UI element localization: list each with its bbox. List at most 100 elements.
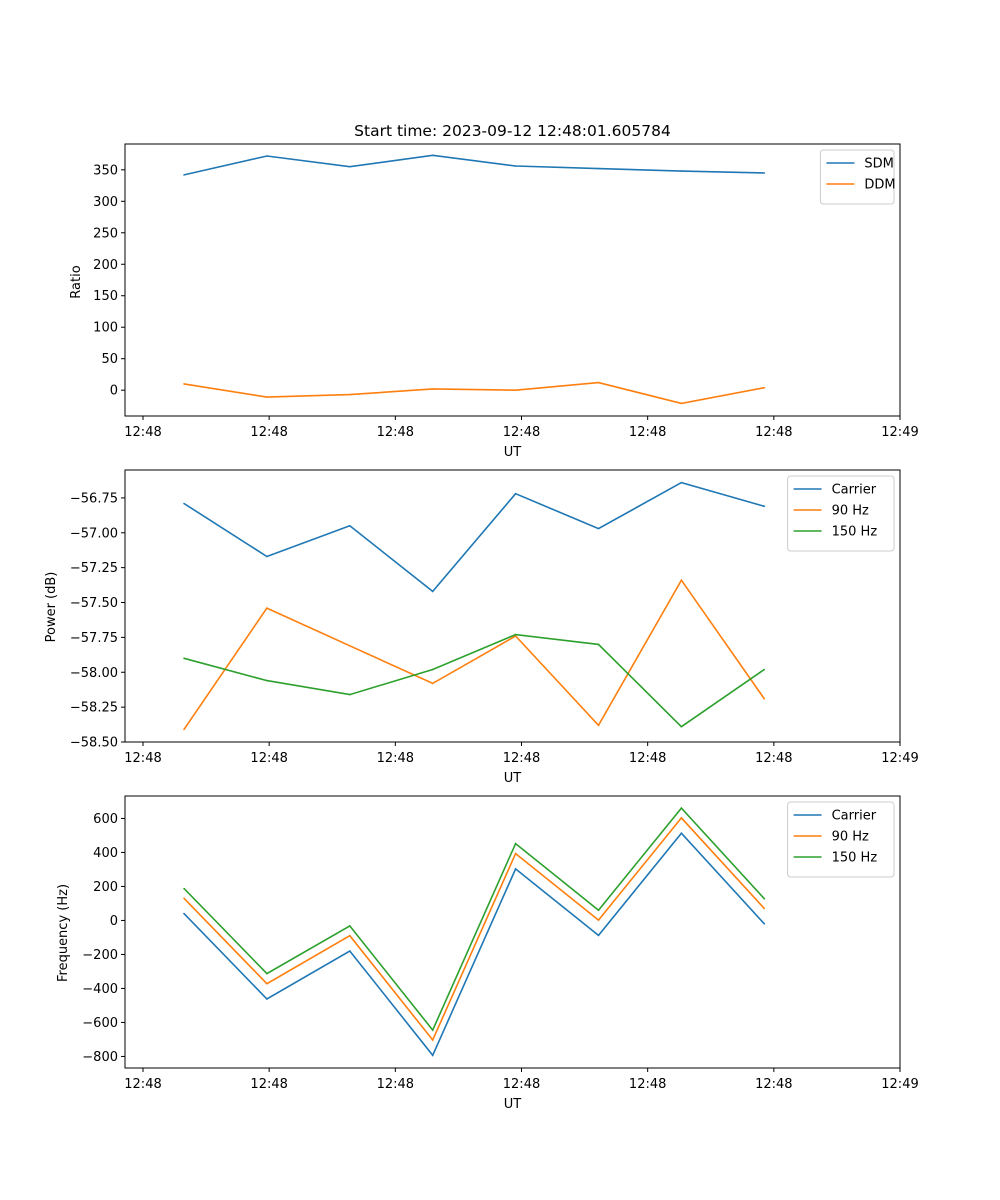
frequency-data-point — [266, 972, 268, 975]
frequency-data-point — [763, 923, 766, 925]
frequency-data-point — [431, 1054, 434, 1057]
power-data-point — [597, 643, 600, 646]
power-data-point — [514, 492, 517, 495]
ratio-data-point — [597, 381, 600, 384]
ratio-ytick-label: 150 — [93, 289, 118, 304]
power-series-line-carrier — [183, 481, 765, 593]
ratio-data-point — [763, 386, 766, 389]
power-series-line-150-hz — [183, 633, 765, 728]
ratio-ytick-label: 50 — [101, 352, 118, 367]
ratio-data-point — [514, 165, 517, 167]
ratio-legend-label: SDM — [864, 157, 893, 172]
ratio-data-point — [680, 170, 683, 172]
frequency-xtick-label: 12:48 — [124, 1077, 161, 1092]
power-data-point — [349, 693, 351, 696]
ratio-data-point — [183, 383, 185, 385]
ratio-data-point — [680, 402, 683, 405]
frequency-panel: Frequency (Hz) UT 12:48 12:48 12:48 12:48 12… — [56, 795, 919, 1112]
ratio-axes-frame — [124, 143, 901, 417]
power-data-point — [431, 682, 434, 685]
frequency-ytick-label: 200 — [93, 880, 118, 895]
ratio-data-point — [349, 393, 351, 396]
power-ytick-label: −58.25 — [70, 701, 118, 716]
power-data-point — [183, 502, 185, 505]
power-data-point — [763, 668, 766, 671]
frequency-ylabel: Frequency (Hz) — [56, 884, 71, 982]
power-data-point — [597, 724, 600, 727]
power-series-line-90-hz — [183, 578, 765, 730]
ratio-data-point — [431, 388, 434, 390]
power-data-point — [266, 555, 268, 558]
power-legend — [787, 475, 895, 552]
power-data-point — [266, 679, 268, 682]
frequency-legend-label: Carrier — [832, 809, 877, 824]
frequency-data-point — [680, 817, 683, 819]
frequency-xtick-label: 12:48 — [755, 1077, 792, 1092]
power-data-point — [763, 698, 766, 700]
power-ytick-label: −58.00 — [70, 666, 118, 681]
ratio-data-point — [514, 389, 517, 392]
power-xlabel: UT — [504, 771, 522, 786]
frequency-legend-label: 90 Hz — [832, 830, 869, 845]
frequency-legend-label: 150 Hz — [832, 851, 878, 866]
power-data-point — [183, 657, 185, 660]
frequency-series-line-150-hz — [183, 806, 765, 1032]
ratio-ytick-label: 0 — [110, 384, 118, 399]
frequency-data-point — [514, 852, 517, 855]
ratio-data-point — [597, 167, 600, 170]
power-data-point — [680, 725, 683, 728]
power-xtick-label: 12:48 — [124, 751, 161, 766]
ratio-xtick-label: 12:49 — [881, 425, 918, 440]
frequency-xlabel: UT — [504, 1097, 522, 1112]
frequency-series-line-carrier — [183, 831, 765, 1057]
frequency-data-point — [183, 912, 185, 915]
power-data-point — [431, 668, 434, 671]
power-legend-label: Carrier — [832, 483, 877, 498]
ratio-xtick-label: 12:48 — [629, 425, 666, 440]
power-data-point — [349, 525, 351, 527]
frequency-data-point — [597, 909, 600, 911]
ratio-ytick-label: 250 — [93, 226, 118, 241]
ratio-series-line-sdm — [183, 154, 765, 176]
power-xtick-label: 12:48 — [503, 751, 540, 766]
frequency-xtick-label: 12:48 — [629, 1077, 666, 1092]
ratio-data-point — [763, 172, 766, 174]
ratio-xtick-label: 12:48 — [250, 425, 287, 440]
frequency-data-point — [597, 934, 600, 937]
power-ylabel: Power (dB) — [44, 572, 59, 643]
power-data-point — [597, 527, 600, 530]
frequency-data-point — [680, 832, 683, 834]
power-data-point — [349, 645, 351, 647]
ratio-ytick-label: 350 — [93, 163, 118, 178]
frequency-data-point — [680, 807, 683, 809]
frequency-data-point — [763, 907, 766, 910]
frequency-legend — [787, 801, 895, 878]
ratio-xlabel: UT — [504, 445, 522, 460]
ratio-panel: Ratio UT 12:48 12:48 12:48 12:48 12:48 12:48 1… — [69, 143, 919, 460]
power-data-point — [183, 728, 185, 731]
power-xtick-label: 12:49 — [881, 751, 918, 766]
power-xtick-label: 12:48 — [377, 751, 414, 766]
power-ytick-label: −57.25 — [70, 561, 118, 576]
ratio-data-point — [349, 165, 351, 168]
ratio-data-point — [183, 174, 185, 176]
power-data-point — [680, 481, 683, 484]
power-legend-label: 90 Hz — [832, 504, 869, 519]
power-ytick-label: −56.75 — [70, 491, 118, 506]
ratio-xtick-label: 12:48 — [124, 425, 161, 440]
frequency-data-point — [431, 1039, 434, 1041]
power-legend-label: 150 Hz — [832, 525, 878, 540]
power-xtick-label: 12:48 — [250, 751, 287, 766]
frequency-data-point — [514, 842, 517, 845]
power-data-point — [514, 633, 517, 636]
ratio-ytick-label: 200 — [93, 258, 118, 273]
power-data-point — [680, 579, 683, 581]
frequency-axes-frame — [124, 795, 901, 1069]
power-ytick-label: −58.50 — [70, 736, 118, 751]
frequency-xtick-label: 12:49 — [881, 1077, 918, 1092]
frequency-ytick-label: −600 — [82, 1016, 118, 1031]
power-data-point — [763, 505, 766, 508]
power-ytick-label: −57.75 — [70, 631, 118, 646]
power-ytick-label: −57.00 — [70, 526, 118, 541]
